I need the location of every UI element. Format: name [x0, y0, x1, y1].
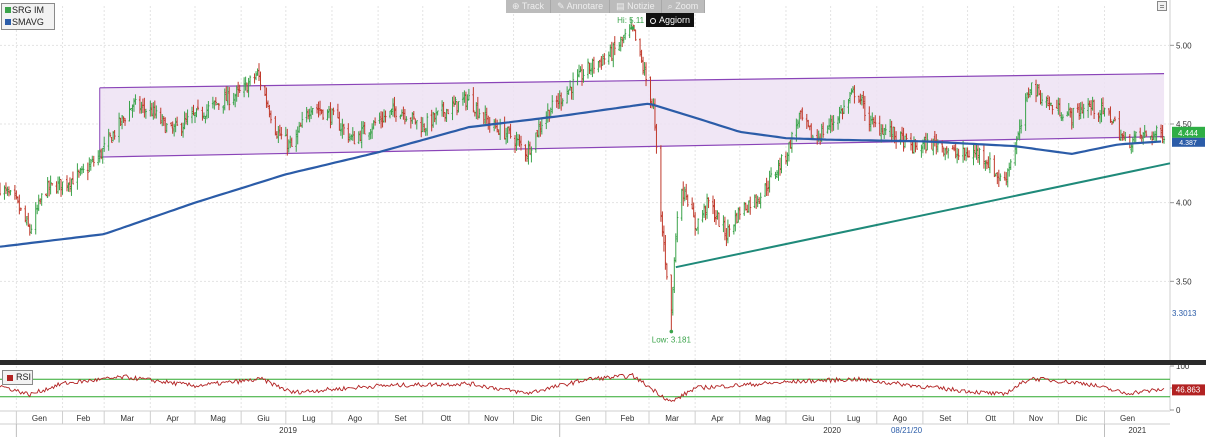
support-trendline: [675, 162, 1171, 269]
chart-toolbar: ⊕ Track ✎ Annotare ▤ Notizie ⌕ Zoom: [506, 0, 706, 13]
rsi-panel: 05010046.863: [0, 360, 1206, 415]
rsi-legend-label: RSI: [16, 372, 32, 382]
refresh-label: Aggiorn: [659, 15, 691, 25]
sma-value-label: 4.387: [1179, 140, 1197, 147]
last-price-badge: [1172, 126, 1205, 138]
month-tick-label: Gen: [575, 414, 590, 423]
refresh-icon: [650, 18, 656, 24]
annotations: Hi: 5.11 Low: 3.181: [617, 16, 691, 344]
rsi-value-badge: [1172, 384, 1205, 396]
month-tick-label: Mar: [120, 414, 134, 423]
rsi-legend[interactable]: RSI: [2, 370, 33, 385]
month-tick-label: Mar: [665, 414, 679, 423]
month-tick-label: Apr: [166, 414, 179, 423]
price-tick-label: 4.00: [1176, 199, 1192, 208]
price-tick-label: 5.00: [1176, 41, 1192, 50]
legend-item-price[interactable]: SRG IM: [2, 5, 54, 16]
zoom-button[interactable]: ⌕ Zoom: [662, 0, 706, 13]
rsi-line: [0, 372, 1165, 402]
price-axis: 3.50 4.00 4.50 5.00: [1170, 41, 1192, 286]
panel-divider: [0, 360, 1206, 365]
month-tick-label: Mag: [755, 414, 771, 423]
trend-channel[interactable]: [99, 73, 1165, 158]
news-label: Notizie: [627, 1, 655, 11]
track-label: Track: [521, 1, 545, 11]
month-tick-label: Feb: [76, 414, 90, 423]
rsi-tick-label: 100: [1176, 362, 1190, 371]
candles: [0, 18, 1166, 332]
vertical-gridlines: [15, 6, 1106, 410]
annotate-label: Annotare: [566, 1, 604, 11]
price-tick-label: 4.50: [1176, 120, 1192, 129]
rsi-value-label: 46.863: [1176, 385, 1201, 394]
chart-legend[interactable]: SRG IM SMAVG: [1, 3, 55, 30]
channel-upper-line: [99, 73, 1165, 89]
month-tick-label: Giu: [802, 414, 814, 423]
month-tick-label: Set: [394, 414, 407, 423]
channel-fill: [99, 73, 1165, 158]
legend-label-sma: SMAVG: [12, 17, 44, 27]
month-tick-label: Dic: [1076, 414, 1088, 423]
support-trendline-group[interactable]: [675, 162, 1171, 269]
high-marker: [630, 26, 635, 30]
legend-label-price: SRG IM: [12, 5, 45, 15]
month-tick-label: Nov: [1029, 414, 1043, 423]
main-panel-background: [0, 0, 1170, 360]
refresh-button[interactable]: Aggiorn: [646, 13, 694, 27]
panel-options-icon[interactable]: [1157, 1, 1167, 11]
extra-value-label: 3.3013: [1172, 309, 1197, 318]
month-tick-label: Nov: [484, 414, 498, 423]
month-tick-label: Set: [939, 414, 952, 423]
month-tick-label: Ago: [893, 414, 908, 423]
news-button[interactable]: ▤ Notizie: [610, 0, 662, 13]
month-tick-label: Lug: [847, 414, 860, 423]
last-price-label: 4.444: [1178, 129, 1199, 138]
track-button[interactable]: ⊕ Track: [506, 0, 552, 13]
year-label: 2020: [823, 426, 841, 435]
crosshair-date-label: 08/21/20: [891, 426, 923, 435]
month-tick-label: Mag: [210, 414, 226, 423]
month-tick-label: Gen: [1120, 414, 1135, 423]
month-tick-label: Feb: [621, 414, 635, 423]
month-tick-label: Apr: [711, 414, 724, 423]
high-label: Hi: 5.11: [617, 16, 645, 25]
sma-line: [0, 102, 1162, 248]
month-tick-label: Gen: [32, 414, 47, 423]
month-tick-label: Ott: [985, 414, 996, 423]
time-axis: Gen Feb Mar Apr Mag Giu Lug Ago Set Ott Nov Dic Gen F…: [0, 410, 1170, 437]
legend-item-sma[interactable]: SMAVG: [2, 17, 54, 28]
sma-value-badge: [1172, 137, 1205, 147]
annotate-button[interactable]: ✎ Annotare: [551, 0, 611, 13]
channel-lower-line: [99, 135, 1165, 158]
legend-swatch-price: [5, 7, 11, 13]
year-label: 2019: [279, 426, 297, 435]
rsi-legend-swatch: [7, 375, 13, 381]
month-tick-label: Ago: [348, 414, 363, 423]
right-value-labels: 4.444 4.387 3.3013: [1172, 126, 1205, 318]
zoom-label: Zoom: [675, 1, 699, 11]
sma-series: [0, 102, 1162, 248]
month-tick-label: Lug: [302, 414, 315, 423]
rsi-tick-label: 0: [1176, 406, 1181, 415]
year-label: 2021: [1128, 426, 1146, 435]
month-tick-label: Dic: [531, 414, 543, 423]
month-tick-label: Ott: [440, 414, 451, 423]
price-tick-label: 3.50: [1176, 277, 1192, 286]
month-tick-label: Giu: [257, 414, 269, 423]
low-label: Low: 3.181: [652, 336, 692, 345]
low-marker: [669, 329, 674, 334]
legend-swatch-sma: [5, 19, 11, 25]
